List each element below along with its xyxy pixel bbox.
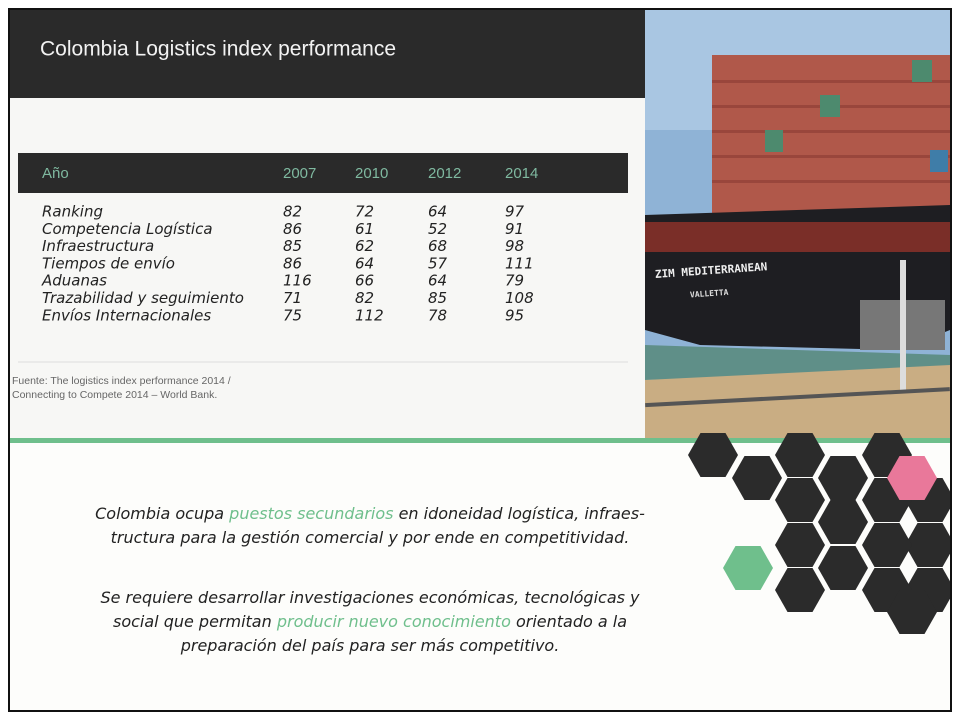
table-value: 68 [428, 237, 447, 255]
column-header: Año [42, 165, 69, 182]
table-value: 79 [505, 272, 524, 290]
column-header: 2007 [283, 165, 316, 182]
paragraph-line: social que permitan producir nuevo conoc… [113, 612, 627, 631]
table-value: 57 [428, 254, 448, 272]
highlight-text: puestos secundarios [228, 504, 393, 523]
table-value: 98 [505, 237, 524, 255]
table-value: 86 [283, 254, 302, 272]
table-value: 82 [283, 203, 302, 221]
table-value: 86 [283, 220, 302, 238]
text-segment: Colombia ocupa [95, 504, 229, 523]
table-value: 78 [428, 306, 447, 324]
column-header: 2010 [355, 165, 388, 182]
table-value: 66 [355, 272, 374, 290]
slide: Colombia Logistics index performance ZIM… [0, 0, 954, 720]
row-label: Ranking [42, 203, 103, 221]
row-label: Tiempos de envío [42, 254, 175, 272]
column-header: 2012 [428, 165, 461, 182]
source-line: Fuente: The logistics index performance … [12, 375, 231, 387]
table-value: 91 [505, 220, 524, 238]
table-value: 112 [355, 306, 384, 324]
paragraph-line: preparación del país para ser más compet… [180, 636, 560, 655]
source-line: Connecting to Compete 2014 – World Bank. [12, 389, 217, 401]
table-value: 116 [283, 272, 312, 290]
text-segment: en idoneidad logística, infraes- [393, 504, 645, 523]
table-value: 75 [283, 306, 302, 324]
table-value: 72 [355, 203, 374, 221]
table-value: 111 [505, 254, 534, 272]
text-segment: Se requiere desarrollar investigaciones … [100, 588, 640, 607]
table-value: 95 [505, 306, 524, 324]
ship-photo: ZIM MEDITERRANEAN VALLETTA [645, 10, 950, 438]
paragraph-line: tructura para la gestión comercial y por… [111, 528, 630, 547]
row-label: Aduanas [41, 272, 107, 290]
text-segment: tructura para la gestión comercial y por… [111, 528, 630, 547]
table-value: 85 [428, 289, 447, 307]
text-segment: orientado a la [511, 612, 627, 631]
table-value: 85 [283, 237, 302, 255]
text-segment: social que permitan [113, 612, 277, 631]
table-value: 97 [505, 203, 525, 221]
paragraph-line: Se requiere desarrollar investigaciones … [100, 588, 640, 607]
table-value: 82 [355, 289, 374, 307]
row-label: Infraestructura [42, 237, 154, 255]
text-segment: preparación del país para ser más compet… [180, 636, 560, 655]
row-label: Envíos Internacionales [42, 306, 211, 324]
highlight-text: producir nuevo conocimiento [276, 612, 511, 631]
table-value: 108 [505, 289, 534, 307]
table-value: 61 [355, 220, 374, 238]
row-label: Trazabilidad y seguimiento [42, 289, 244, 307]
slide-title: Colombia Logistics index performance [40, 38, 396, 61]
table-value: 64 [355, 254, 374, 272]
table-value: 52 [428, 220, 447, 238]
table-value: 71 [283, 289, 302, 307]
table-value: 64 [428, 203, 447, 221]
table-value: 64 [428, 272, 447, 290]
row-label: Competencia Logística [42, 220, 213, 238]
table-value: 62 [355, 237, 374, 255]
column-header: 2014 [505, 165, 538, 182]
paragraph-line: Colombia ocupa puestos secundarios en id… [95, 504, 645, 523]
